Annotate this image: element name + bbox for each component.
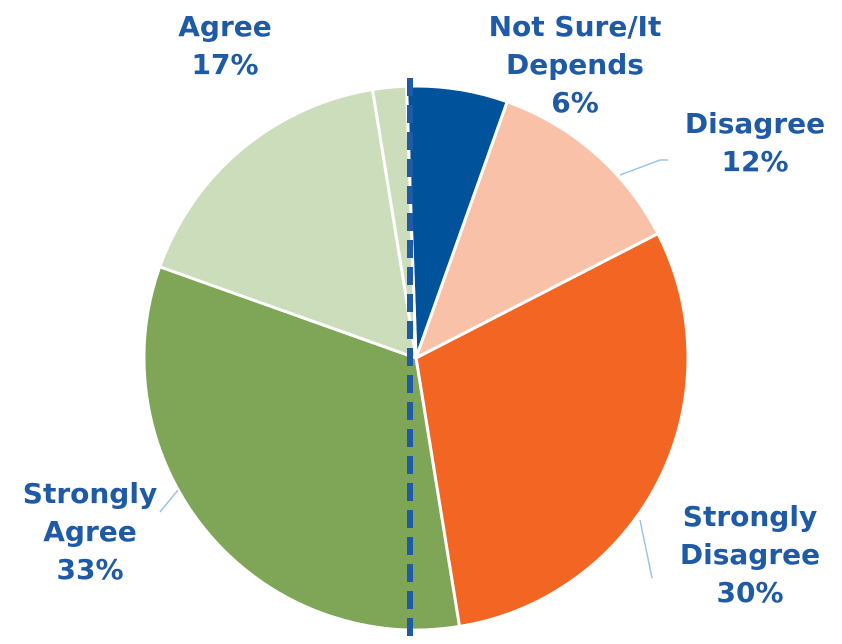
label-strongly-agree-line-2: Agree [43,515,137,548]
label-disagree-line-1: Disagree [684,107,826,140]
slice-agree [158,88,418,360]
label-strongly-agree-line-3: 33% [56,553,124,586]
label-not-sure-line-2: Depends [506,48,644,81]
label-agree-line-1: Agree [178,10,272,43]
label-disagree-line-2: 12% [721,145,789,178]
leader-line-strongly-agree [159,489,179,513]
label-agree-line-2: 17% [191,48,259,81]
pie-slices [142,84,690,632]
leader-lines [159,159,668,579]
label-not-sure-line-3: 6% [551,86,599,119]
leader-line-strongly-disagree [639,519,653,579]
slice-strongly-agree [142,265,461,632]
label-strongly-agree-line-1: Strongly [22,477,158,510]
leader-line-disagree [619,159,668,176]
label-strongly-disagree-line-2: Disagree [679,538,821,571]
slice-strongly-disagree [414,232,690,628]
label-strongly-agree: Strongly Agree 33% [0,475,180,589]
label-strongly-disagree-line-3: 30% [716,576,784,609]
label-not-sure-line-1: Not Sure/It [488,10,662,43]
label-agree: Agree 17% [150,8,300,84]
label-strongly-disagree-line-1: Strongly [682,500,818,533]
label-strongly-disagree: Strongly Disagree 30% [660,498,840,612]
label-not-sure: Not Sure/It Depends 6% [460,8,690,122]
slice-unlabeled [371,84,418,360]
label-disagree: Disagree 12% [670,105,840,181]
slice-disagree [414,100,660,360]
